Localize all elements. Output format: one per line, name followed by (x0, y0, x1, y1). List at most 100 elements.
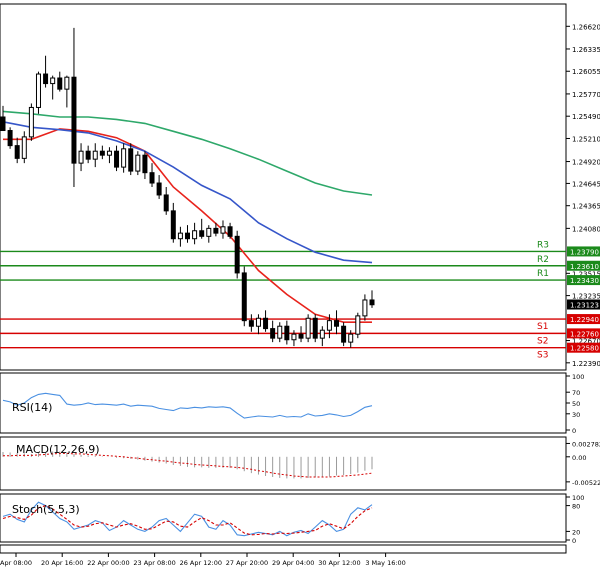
moving-average-line (2, 121, 373, 264)
stoch-panel-frame (0, 493, 567, 543)
osc-tick-label: 100 (572, 373, 584, 381)
current-price: 1.23123 (567, 299, 600, 310)
macd-panel: 0.002782 0.00 -0.00522 MACD(12,26,9) (0, 436, 600, 491)
candle-down (241, 272, 247, 322)
candle-up (92, 150, 98, 160)
price-tick-label: 1.25490 (572, 113, 600, 121)
candle-up (277, 325, 283, 339)
candle-down (369, 299, 375, 306)
macd-tick-label: -0.00522 (572, 479, 600, 487)
price-tick-label: 1.24645 (572, 180, 600, 188)
price-tick-label: 1.23515 (572, 270, 600, 278)
candle-down (114, 150, 120, 168)
macd-panel-frame (0, 436, 567, 491)
pivot-price-box (567, 260, 600, 271)
rsi-panel: 100 70 50 30 0 RSI(14) (0, 372, 584, 435)
pivot-price-label: 1.22940 (570, 316, 599, 324)
candle-down (199, 230, 205, 237)
time-tick-label: 23 Apr 08:00 (133, 559, 175, 567)
candle-down (85, 150, 91, 160)
current-price-label: 1.23123 (570, 302, 599, 310)
candle-up (64, 76, 70, 90)
time-tick-label: Apr 08:00 (0, 559, 32, 567)
price-tick-label: 1.22390 (572, 360, 600, 368)
candle-up (78, 150, 84, 164)
candle-down (270, 328, 276, 339)
candle-up (21, 136, 27, 159)
candle-up (362, 299, 368, 317)
candle-up (28, 106, 34, 138)
stoch-lines (2, 501, 373, 537)
candle-down (234, 235, 240, 274)
time-tick-label: 20 Apr 16:00 (41, 559, 83, 567)
price-panel-frame (0, 3, 567, 371)
rsi-line (2, 392, 373, 419)
macd-signal-line (3, 452, 373, 478)
pivot-price-label: 1.23790 (570, 248, 599, 256)
candle-down (298, 333, 304, 339)
candle-down (227, 226, 233, 237)
osc-tick-label: 50 (572, 400, 580, 408)
pivot-price-label: 1.22580 (570, 345, 599, 353)
price-panel: 1.26620 1.26335 1.26055 1.25770 1.25490 1.252… (0, 3, 600, 371)
time-tick-label: 26 Apr 12:00 (180, 559, 222, 567)
rsi-title: RSI(14) (12, 401, 52, 414)
current-price-box (567, 299, 600, 310)
candle-up (305, 317, 311, 339)
stoch-line (2, 505, 373, 536)
candle-down (99, 150, 105, 156)
candle-up (255, 317, 261, 327)
pivot-label-r3: R3 (537, 240, 549, 250)
candle-up (348, 333, 354, 343)
candlesticks (0, 27, 375, 348)
price-tick-label: 1.26335 (572, 46, 600, 54)
candle-down (14, 145, 20, 159)
stoch-tick-label: 80 (572, 503, 580, 511)
pivot-levels: R3 1.23790 R2 1.23610 R1 1.23430 S1 1.22940 S2 1.… (0, 240, 600, 361)
moving-average-line (3, 128, 372, 323)
candle-up (35, 73, 41, 108)
pivot-price-label: 1.23610 (570, 263, 599, 271)
stoch-line (2, 501, 373, 537)
macd-tick-label: 0.002782 (572, 440, 600, 448)
time-tick-label: 27 Apr 20:00 (226, 559, 268, 567)
pivot-price-label: 1.22760 (570, 330, 599, 338)
pivot-price-box (567, 342, 600, 353)
osc-tick-label: 30 (572, 411, 580, 419)
pivot-price-box (567, 328, 600, 339)
candle-down (284, 325, 290, 341)
candle-down (128, 148, 134, 172)
candle-up (106, 150, 112, 156)
candle-up (50, 77, 56, 85)
rsi-panel-frame (0, 372, 567, 434)
stoch-tick-label: 0 (572, 537, 576, 545)
time-tick-label: 3 May 16:00 (365, 559, 405, 567)
pivot-price-box (567, 314, 600, 325)
pivot-label-r2: R2 (537, 255, 549, 265)
price-tick-label: 1.24920 (572, 159, 600, 167)
macd-axis: 0.002782 0.00 -0.00522 (566, 440, 600, 487)
pivot-label-s3: S3 (537, 351, 548, 361)
pivot-label-s1: S1 (537, 322, 548, 332)
pivot-price-box (567, 246, 600, 257)
candle-up (326, 320, 332, 331)
candle-up (355, 315, 361, 335)
price-axis: 1.26620 1.26335 1.26055 1.25770 1.25490 1.252… (566, 23, 600, 368)
moving-average-line (2, 110, 373, 196)
stoch-tick-label: 100 (572, 494, 584, 502)
price-tick-label: 1.23235 (572, 293, 600, 301)
stoch-title: Stoch(5,5,3) (12, 503, 80, 516)
candle-down (170, 210, 176, 240)
candle-down (334, 320, 340, 327)
pivot-label-s2: S2 (537, 336, 548, 346)
candle-up (177, 232, 183, 240)
candle-down (312, 317, 318, 339)
macd-tick-label: 0.00 (572, 454, 586, 462)
candle-down (57, 77, 63, 90)
candle-down (213, 227, 219, 234)
candle-down (142, 154, 148, 174)
osc-tick-label: 0 (572, 427, 576, 435)
